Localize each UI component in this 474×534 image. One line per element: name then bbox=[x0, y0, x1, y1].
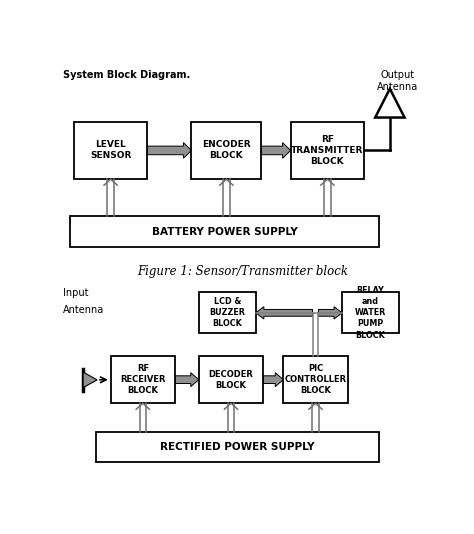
Text: RECTIFIED POWER SUPPLY: RECTIFIED POWER SUPPLY bbox=[160, 442, 315, 452]
Bar bbox=[199, 356, 263, 403]
Text: DECODER
BLOCK: DECODER BLOCK bbox=[209, 370, 254, 390]
Text: System Block Diagram.: System Block Diagram. bbox=[63, 70, 190, 80]
Bar bbox=[74, 122, 147, 179]
Text: LCD &
BUZZER
BLOCK: LCD & BUZZER BLOCK bbox=[210, 297, 245, 328]
Polygon shape bbox=[83, 372, 97, 388]
Text: ENCODER
BLOCK: ENCODER BLOCK bbox=[202, 140, 251, 161]
Bar bbox=[199, 292, 256, 333]
Bar bbox=[110, 356, 175, 403]
Text: Figure 1: Sensor/Transmitter block: Figure 1: Sensor/Transmitter block bbox=[137, 265, 348, 278]
Polygon shape bbox=[263, 373, 283, 387]
Polygon shape bbox=[256, 307, 312, 319]
Bar bbox=[291, 122, 364, 179]
Bar bbox=[70, 216, 379, 247]
Bar bbox=[283, 356, 347, 403]
Polygon shape bbox=[319, 307, 342, 319]
Text: BATTERY POWER SUPPLY: BATTERY POWER SUPPLY bbox=[152, 226, 297, 237]
Polygon shape bbox=[375, 89, 405, 117]
Text: LEVEL
SENSOR: LEVEL SENSOR bbox=[90, 140, 131, 161]
Text: Output
Antenna: Output Antenna bbox=[376, 70, 418, 92]
Bar bbox=[96, 433, 379, 462]
Text: PIC
CONTROLLER
BLOCK: PIC CONTROLLER BLOCK bbox=[284, 364, 346, 395]
Text: RF
TRANSMITTER
BLOCK: RF TRANSMITTER BLOCK bbox=[291, 135, 364, 166]
Text: RF
RECEIVER
BLOCK: RF RECEIVER BLOCK bbox=[120, 364, 165, 395]
Polygon shape bbox=[175, 373, 199, 387]
Text: Antenna: Antenna bbox=[63, 304, 104, 315]
Text: RELAY
and
WATER
PUMP
BLOCK: RELAY and WATER PUMP BLOCK bbox=[355, 286, 386, 340]
Bar bbox=[342, 292, 399, 333]
Text: Input: Input bbox=[63, 288, 89, 298]
Bar bbox=[191, 122, 261, 179]
Polygon shape bbox=[147, 143, 191, 158]
Polygon shape bbox=[261, 143, 291, 158]
